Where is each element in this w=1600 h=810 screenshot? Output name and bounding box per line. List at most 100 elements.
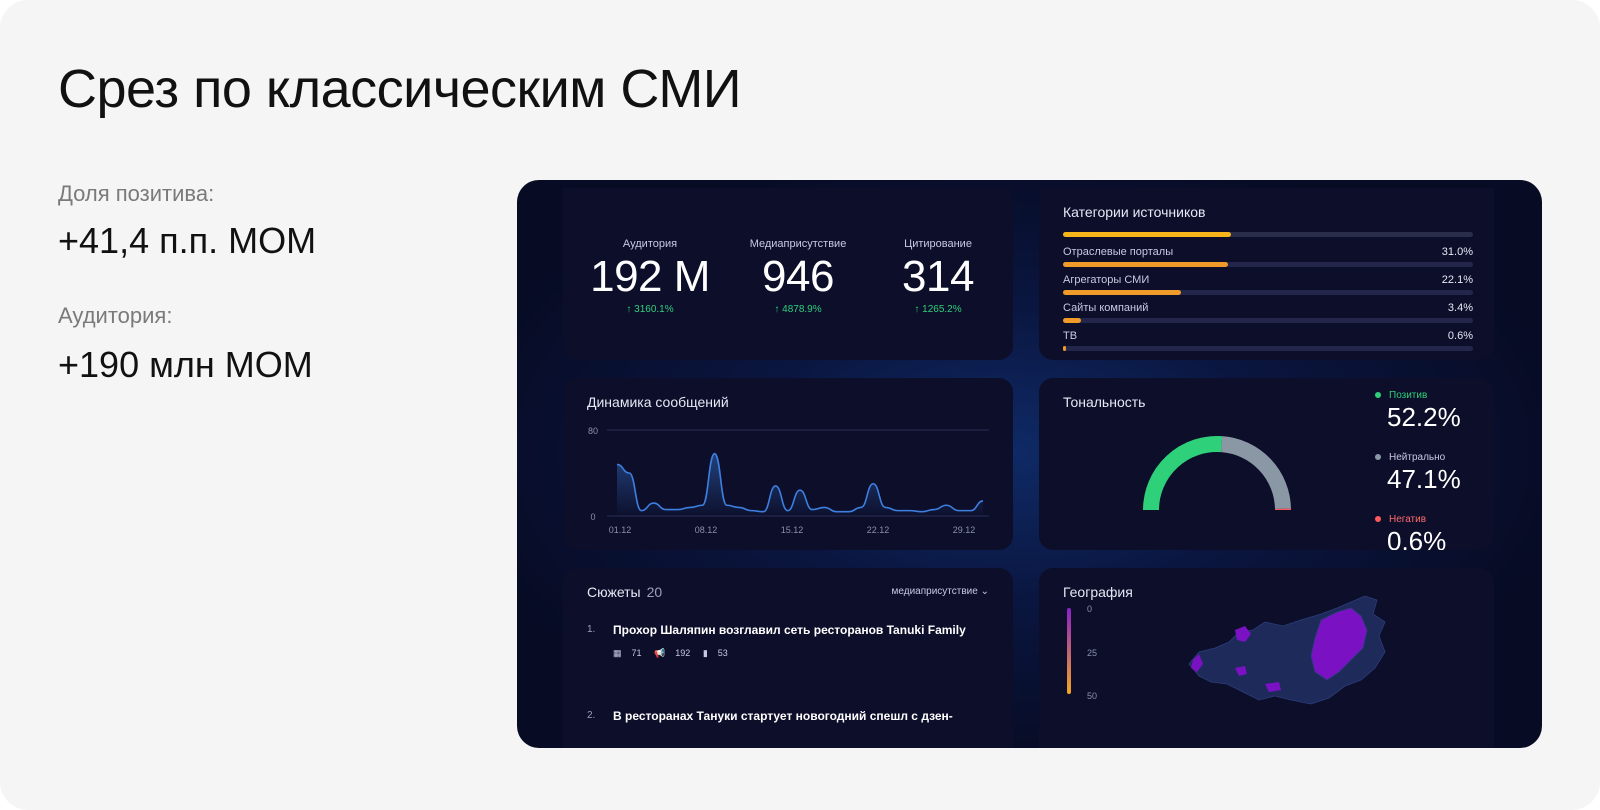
region-high[interactable] [1235,666,1247,676]
card-title: Сюжеты 20 [587,584,662,600]
category-row[interactable]: Отраслевые порталы 31.0% [1063,246,1473,270]
slice-positive [1143,436,1223,511]
publications-icon: ▦ [613,648,622,658]
stories-count: 20 [646,584,663,600]
tonality-half-donut [1143,436,1291,511]
card-title: География [1063,584,1133,600]
audience-value: +190 млн МОМ [58,344,313,385]
sort-dropdown-label: медиаприсутствие [891,586,978,597]
category-bar [1063,262,1229,267]
legend-negative: Негатив 0.6% [1375,514,1446,550]
positive-dot-icon [1375,392,1381,399]
region-high[interactable] [1191,654,1203,672]
metric-media-presence: Медиаприсутствие 946 ↑ 4878.9% [723,238,873,315]
category-percent: 31.0% [1441,246,1473,258]
category-bar [1063,290,1181,295]
legend-value: 47.1% [1387,464,1461,494]
region-high[interactable] [1310,607,1368,681]
metric-label: Медиаприсутствие [749,238,847,250]
card-title: Динамика сообщений [587,394,729,410]
source-categories-card[interactable]: Категории источников Отраслевые порталы … [1039,188,1494,360]
scale-tick-label: 0 [1087,604,1092,614]
stories-card[interactable]: Сюжеты 20 медиаприсутствие ⌄ 1. Прохор Ша… [563,568,1013,748]
stories-title: Сюжеты [587,584,641,600]
metric-value: 192 M [590,252,710,301]
story-item[interactable]: 2. В ресторанах Тануки стартует новогодн… [587,708,987,724]
legend-neutral: Нейтрально 47.1% [1375,452,1461,495]
x-tick-label: 15.12 [781,525,804,535]
slice-neutral [1220,436,1291,510]
story-title: В ресторанах Тануки стартует новогодний … [613,709,953,723]
metric-label: Аудитория [622,238,678,250]
legend-name: Негатив [1389,514,1427,525]
story-title: Прохор Шаляпин возглавил сеть ресторанов… [613,623,966,637]
positive-share-value: +41,4 п.п. МОМ [58,220,317,261]
x-tick-label: 01.12 [609,525,632,535]
card-title: Категории источников [1063,204,1206,220]
neutral-dot-icon [1375,454,1381,461]
metric-citations: Цитирование 314 ↑ 1265.2% [863,238,1013,315]
metric-change: ↑ 1265.2% [914,304,962,315]
y-tick-label: 0 [590,512,595,522]
message-dynamics-chart: 80 0 01.12 08.12 15.12 22.12 29.12 [588,426,989,535]
category-bar-track [1063,290,1473,295]
category-row[interactable]: Агрегаторы СМИ 22.1% [1063,274,1473,298]
series-line [616,452,984,513]
category-bar-track [1063,262,1473,267]
reposts-icon: 📢 [654,648,666,658]
x-tick-label: 08.12 [695,525,718,535]
geography-map[interactable]: 0 25 50 [1039,568,1494,748]
legend-value: 52.2% [1387,402,1461,432]
geography-card[interactable]: География 0 25 50 [1039,568,1494,748]
category-percent: 22.1% [1441,274,1473,286]
publications-count: 71 [631,648,642,658]
category-top-bar-fill [1063,232,1232,237]
category-name: Сайты компаний [1063,302,1149,314]
citations-icon: ▮ [702,648,708,658]
metric-change: ↑ 3160.1% [626,304,674,315]
legend-positive: Позитив 52.2% [1375,390,1461,433]
x-tick-label: 29.12 [953,525,976,535]
legend-name: Позитив [1389,390,1428,401]
category-name: Агрегаторы СМИ [1063,274,1150,286]
sort-dropdown[interactable]: медиаприсутствие ⌄ [892,586,989,597]
legend-name: Нейтрально [1389,452,1446,463]
category-bar [1063,318,1082,323]
chevron-down-icon: ⌄ [980,586,989,597]
metric-change: ↑ 4878.9% [774,304,822,315]
y-tick-label: 80 [588,426,598,436]
message-dynamics-card[interactable]: Динамика сообщений 80 0 01.12 08.12 15.1… [563,378,1013,550]
x-tick-label: 22.12 [867,525,890,535]
color-scale-bar [1067,608,1071,694]
citations-count: 53 [717,648,728,658]
category-name: Отраслевые порталы [1063,246,1174,258]
category-name: ТВ [1063,330,1078,342]
metric-label: Цитирование [904,238,972,250]
region-high[interactable] [1265,682,1281,692]
category-row[interactable]: ТВ 0.6% [1063,330,1473,354]
metric-audience: Аудитория 192 M ↑ 3160.1% [575,238,725,315]
metric-value: 946 [762,252,834,301]
dashboard-screenshot: Аудитория 192 M ↑ 3160.1% Медиаприсутств… [517,180,1542,748]
story-number: 1. [587,624,596,635]
story-item[interactable]: 1. Прохор Шаляпин возглавил сеть рестора… [587,622,987,659]
audience-label: Аудитория: [58,303,173,328]
category-bar-track [1063,318,1473,323]
region-high[interactable] [1235,626,1251,642]
legend-value: 0.6% [1387,526,1447,550]
category-row[interactable]: Сайты компаний 3.4% [1063,302,1473,326]
category-top-bar [1063,232,1473,237]
category-percent: 3.4% [1447,302,1473,314]
tonality-card[interactable]: Тональность Позитив 52.2% Нейтрально 47.… [1039,378,1494,550]
page-title: Срез по классическим СМИ [58,59,742,119]
negative-dot-icon [1375,516,1381,523]
story-meta: ▦ 71 📢 192 ▮ 53 [613,648,987,659]
series-area [617,453,983,516]
metrics-card[interactable]: Аудитория 192 M ↑ 3160.1% Медиаприсутств… [563,188,1013,360]
category-bar-track [1063,346,1473,351]
metric-value: 314 [902,252,974,301]
category-percent: 0.6% [1447,330,1473,342]
scale-tick-label: 25 [1087,648,1097,658]
story-number: 2. [587,710,596,721]
